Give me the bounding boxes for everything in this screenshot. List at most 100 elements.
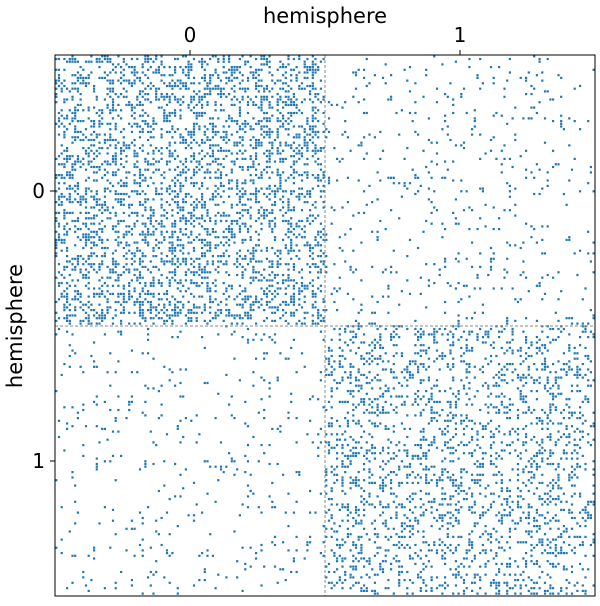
matrix-point <box>363 341 366 344</box>
matrix-point <box>174 114 177 117</box>
matrix-point <box>84 198 88 201</box>
matrix-point <box>228 238 231 241</box>
matrix-point <box>222 71 225 74</box>
matrix-point <box>171 244 174 247</box>
matrix-point <box>344 260 347 263</box>
matrix-point <box>471 403 474 406</box>
matrix-point <box>489 462 493 466</box>
matrix-point <box>219 109 223 112</box>
matrix-point <box>387 438 390 441</box>
matrix-point <box>519 354 522 358</box>
matrix-point <box>479 368 482 371</box>
matrix-point <box>538 376 541 379</box>
matrix-point <box>60 109 63 112</box>
matrix-point <box>298 133 301 136</box>
matrix-point <box>292 68 295 71</box>
matrix-point <box>192 111 196 115</box>
matrix-point <box>557 465 560 468</box>
matrix-point <box>471 317 474 320</box>
matrix-point <box>309 246 312 250</box>
matrix-point <box>265 300 268 304</box>
matrix-point <box>430 387 433 390</box>
matrix-point <box>557 462 560 466</box>
matrix-point <box>98 268 101 271</box>
matrix-point <box>155 187 158 190</box>
matrix-point <box>263 357 266 360</box>
matrix-point <box>203 244 206 247</box>
matrix-point <box>211 282 214 285</box>
matrix-point <box>133 252 136 255</box>
matrix-point <box>298 192 301 196</box>
matrix-point <box>473 376 476 379</box>
matrix-point <box>203 93 206 96</box>
matrix-point <box>255 322 258 325</box>
matrix-point <box>298 87 301 90</box>
matrix-point <box>317 130 320 133</box>
matrix-point <box>376 406 379 409</box>
matrix-point <box>163 225 166 228</box>
matrix-point <box>290 120 293 123</box>
matrix-point <box>87 160 90 163</box>
matrix-point <box>554 468 557 471</box>
matrix-point <box>273 236 277 239</box>
matrix-point <box>373 452 376 455</box>
matrix-point <box>147 93 150 96</box>
matrix-point <box>344 371 347 374</box>
matrix-point <box>176 98 179 101</box>
matrix-point <box>287 252 290 255</box>
matrix-point <box>473 109 476 112</box>
matrix-point <box>565 444 568 447</box>
matrix-point <box>214 130 217 133</box>
matrix-point <box>84 211 88 214</box>
matrix-point <box>128 295 131 298</box>
matrix-point <box>117 284 120 287</box>
matrix-point <box>273 192 277 196</box>
matrix-point <box>268 60 271 63</box>
matrix-point <box>141 260 144 263</box>
matrix-point <box>589 260 592 263</box>
matrix-point <box>284 219 287 223</box>
matrix-point <box>468 452 471 455</box>
matrix-point <box>506 444 509 447</box>
matrix-point <box>514 214 517 217</box>
matrix-point <box>290 400 293 403</box>
matrix-point <box>147 125 150 128</box>
matrix-point <box>568 317 571 320</box>
matrix-point <box>282 219 285 223</box>
matrix-point <box>552 462 555 466</box>
matrix-point <box>379 336 382 339</box>
matrix-point <box>233 330 236 333</box>
matrix-point <box>468 333 471 336</box>
matrix-point <box>122 149 125 152</box>
matrix-point <box>427 117 430 120</box>
matrix-point <box>441 357 444 360</box>
matrix-point <box>241 138 244 142</box>
matrix-point <box>379 219 382 223</box>
matrix-point <box>217 255 220 258</box>
matrix-point <box>292 314 295 317</box>
matrix-point <box>487 363 490 366</box>
matrix-point <box>171 260 174 263</box>
matrix-point <box>190 101 193 104</box>
matrix-point <box>255 333 258 336</box>
matrix-point <box>214 55 217 58</box>
matrix-point <box>271 427 274 430</box>
matrix-point <box>314 68 317 71</box>
matrix-point <box>157 292 160 295</box>
matrix-point <box>192 133 196 136</box>
matrix-point <box>101 55 104 58</box>
matrix-point <box>457 314 460 317</box>
matrix-point <box>425 457 428 460</box>
matrix-point <box>63 290 66 293</box>
matrix-point <box>125 155 128 158</box>
matrix-point <box>530 225 533 228</box>
matrix-point <box>120 198 123 201</box>
matrix-point <box>371 446 374 449</box>
matrix-point <box>195 165 198 169</box>
matrix-point <box>106 171 109 174</box>
matrix-point <box>257 106 260 109</box>
matrix-point <box>63 317 66 320</box>
matrix-point <box>271 319 274 322</box>
matrix-point <box>268 117 271 120</box>
matrix-point <box>155 314 158 317</box>
